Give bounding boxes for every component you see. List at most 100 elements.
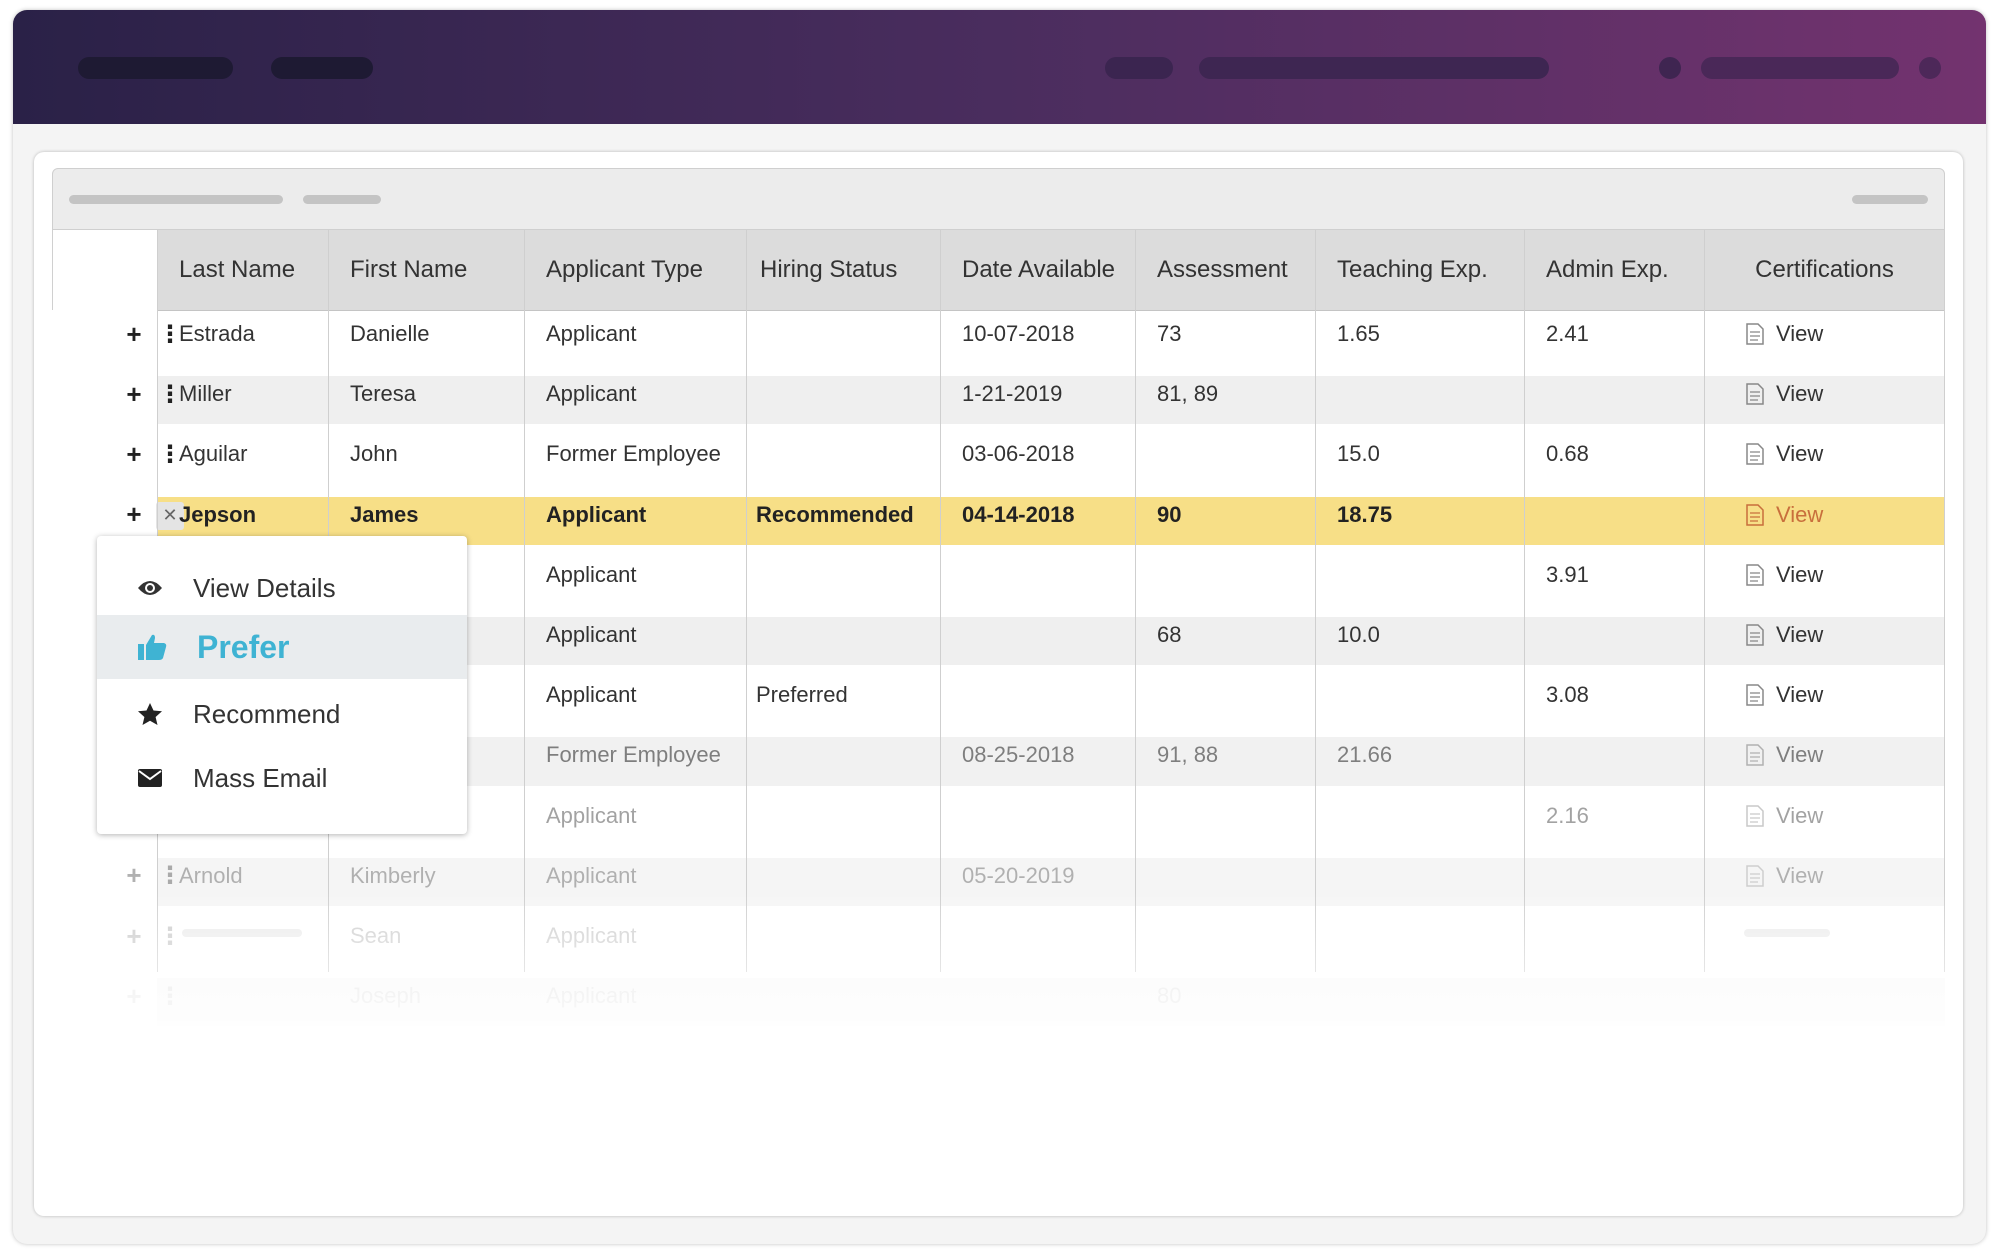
- document-icon: [1746, 443, 1764, 466]
- table-cell: 04-14-2018: [962, 501, 1075, 527]
- link-text[interactable]: View: [1776, 622, 1824, 648]
- document-icon: [1746, 383, 1764, 406]
- column-header: Certifications: [1755, 256, 1894, 283]
- table-panel: Last Name First Name Applicant Type Hiring …: [52, 168, 1945, 1208]
- top-bar: [13, 10, 1986, 124]
- certification-link[interactable]: View: [1704, 370, 1945, 418]
- table-cell: 03-06-2018: [962, 441, 1075, 467]
- column-header: Hiring Status: [760, 256, 898, 283]
- toolbar-placeholder: [303, 195, 381, 204]
- table-cell: Aguilar: [179, 441, 248, 467]
- column-separator: [746, 230, 747, 973]
- table-cell: Jepson: [179, 501, 257, 527]
- certification-link[interactable]: View: [1704, 671, 1945, 719]
- table-cell: 10-07-2018: [962, 321, 1075, 347]
- table-cell: Applicant: [546, 682, 637, 708]
- column-separator: [940, 230, 941, 973]
- table-cell: Applicant: [546, 561, 637, 587]
- column-separator: [1704, 230, 1705, 973]
- table-cell: Applicant: [546, 802, 637, 828]
- table-row: [157, 316, 1945, 365]
- thumbs-up-icon: [138, 634, 167, 660]
- column-header: Last Name: [179, 256, 296, 283]
- nav-placeholder: [1199, 57, 1549, 79]
- more-button[interactable]: ⋮: [158, 380, 182, 408]
- document-icon: [1746, 624, 1764, 646]
- link-text[interactable]: View: [1776, 742, 1824, 768]
- document-icon: [1746, 684, 1764, 707]
- menu-item[interactable]: View Details: [97, 566, 467, 610]
- table-cell: 91, 88: [1157, 742, 1219, 768]
- table-row: [157, 376, 1945, 425]
- context-menu: View Details Prefer Recommend Mass Email: [97, 536, 467, 834]
- add-button[interactable]: +: [126, 378, 142, 409]
- table-cell: 2.16: [1546, 802, 1589, 828]
- certification-link[interactable]: View: [1704, 792, 1945, 840]
- toolbar-placeholder: [69, 195, 283, 204]
- link-text[interactable]: View: [1776, 501, 1824, 527]
- table-cell: 1-21-2019: [962, 381, 1063, 407]
- toolbar: [52, 168, 1945, 230]
- add-button[interactable]: +: [126, 438, 142, 469]
- menu-item-active[interactable]: Prefer: [97, 615, 467, 679]
- link-text[interactable]: View: [1776, 802, 1824, 828]
- column-separator: [1524, 230, 1525, 973]
- link-text[interactable]: View: [1776, 321, 1824, 347]
- column-header: Date Available: [962, 256, 1115, 283]
- document-icon: [1746, 744, 1764, 767]
- column-header: Assessment: [1157, 256, 1288, 283]
- table-cell: 3.08: [1546, 682, 1589, 708]
- eye-icon: [138, 581, 162, 595]
- nav-dot: [1659, 57, 1681, 79]
- table-cell: 3.91: [1546, 561, 1589, 587]
- more-button[interactable]: ⋮: [158, 440, 182, 468]
- table-border: [1944, 230, 1945, 973]
- document-icon: [1746, 804, 1764, 827]
- table-cell: Applicant: [546, 862, 637, 888]
- table-cell: 1.65: [1337, 321, 1380, 347]
- table-cell: 0.68: [1546, 441, 1589, 467]
- more-button[interactable]: ⋮: [158, 862, 182, 890]
- certification-link[interactable]: View: [1704, 731, 1945, 779]
- certification-link[interactable]: View: [1704, 430, 1945, 478]
- link-text[interactable]: View: [1776, 381, 1824, 407]
- table-cell: Former Employee: [546, 742, 721, 768]
- certification-link[interactable]: View: [1704, 491, 1945, 539]
- table-cell: Kimberly: [350, 862, 436, 888]
- table-cell: 18.75: [1337, 501, 1393, 527]
- table-cell: 68: [1157, 622, 1182, 648]
- column-header: Applicant Type: [546, 256, 703, 283]
- table-cell: 73: [1157, 321, 1182, 347]
- certification-link[interactable]: View: [1704, 310, 1945, 358]
- column-separator: [1315, 230, 1316, 973]
- table-cell: Applicant: [546, 622, 637, 648]
- menu-item[interactable]: Recommend: [97, 692, 467, 736]
- link-text[interactable]: View: [1776, 561, 1824, 587]
- menu-item[interactable]: Mass Email: [97, 756, 467, 800]
- more-button[interactable]: ⋮: [158, 320, 182, 348]
- table-cell: Estrada: [179, 321, 255, 347]
- fade-overlay: [52, 888, 1945, 1208]
- certification-link[interactable]: View: [1704, 852, 1945, 900]
- link-text[interactable]: View: [1776, 441, 1824, 467]
- table-cell: 21.66: [1337, 742, 1393, 768]
- add-button[interactable]: +: [126, 860, 142, 891]
- add-button[interactable]: +: [126, 499, 142, 530]
- table-cell: 15.0: [1337, 441, 1380, 467]
- header-row: [157, 230, 1945, 311]
- link-text[interactable]: View: [1776, 862, 1824, 888]
- close-button[interactable]: ✕: [156, 501, 184, 530]
- document-icon: [1746, 564, 1764, 586]
- toolbar-placeholder: [1852, 195, 1928, 204]
- document-icon: [1746, 503, 1764, 526]
- table-cell: Arnold: [179, 862, 243, 888]
- table-cell: Danielle: [350, 321, 430, 347]
- add-button[interactable]: +: [126, 318, 142, 349]
- menu-label: Recommend: [193, 698, 341, 729]
- header-corner: [52, 230, 157, 310]
- link-text[interactable]: View: [1776, 682, 1824, 708]
- table-cell: Former Employee: [546, 441, 721, 467]
- table-cell: Applicant: [546, 321, 637, 347]
- certification-link[interactable]: View: [1704, 551, 1945, 599]
- certification-link[interactable]: View: [1704, 611, 1945, 659]
